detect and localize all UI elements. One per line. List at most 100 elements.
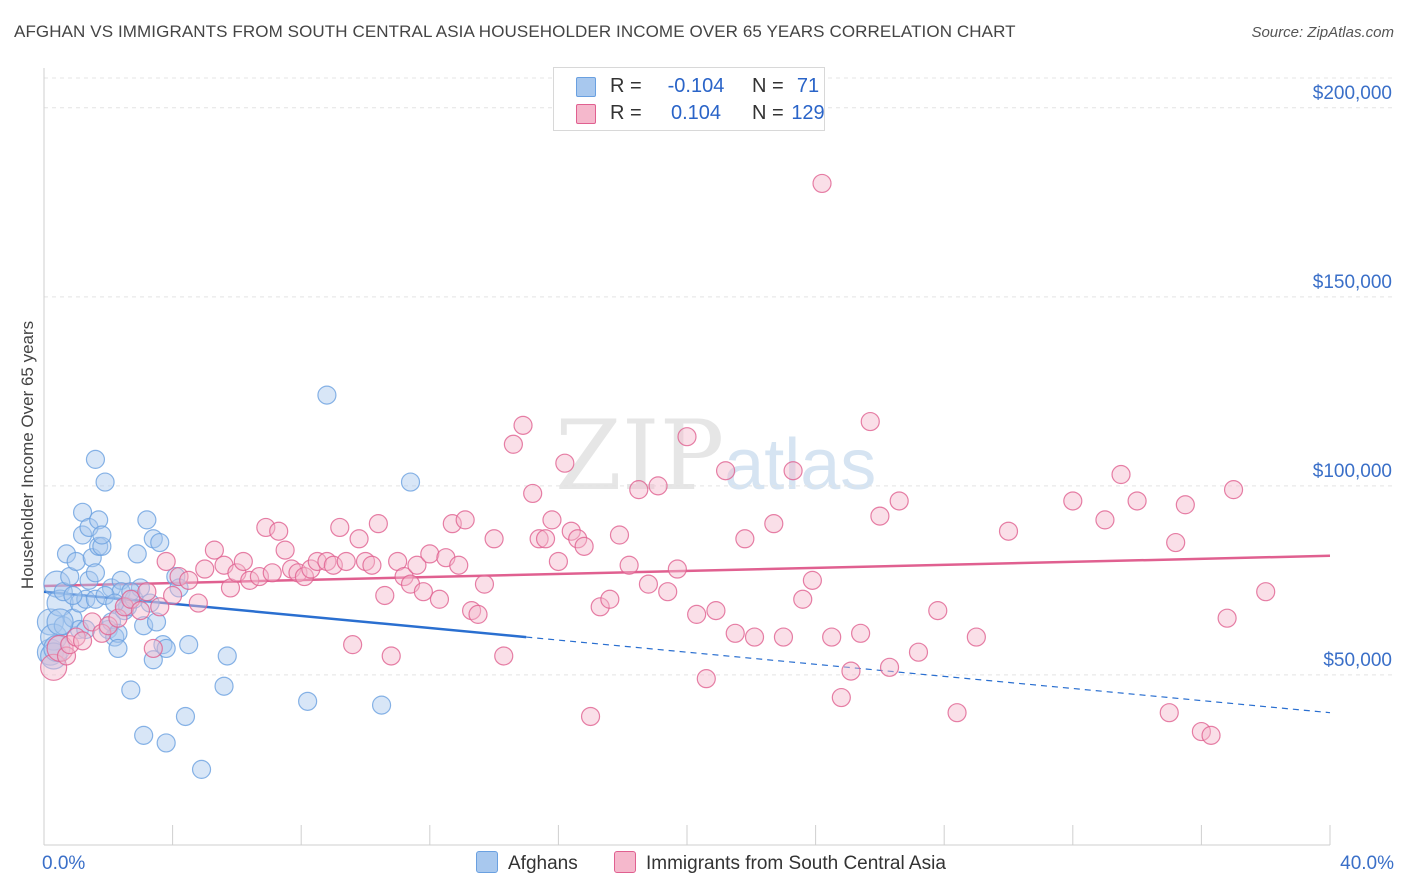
bottom-legend-afghans: Afghans (476, 851, 578, 875)
immigrant-point (860, 411, 880, 432)
afghan-point (153, 635, 173, 655)
immigrant-point (764, 514, 784, 534)
immigrant-point (494, 646, 514, 666)
y-tick-label: $200,000 (1313, 83, 1392, 104)
afghan-point (92, 525, 112, 545)
immigrant-point (368, 514, 388, 534)
afghan-point (72, 525, 93, 545)
legend-swatch-afghans (576, 77, 596, 97)
bottom-legend-immigrants: Immigrants from South Central Asia (614, 851, 946, 875)
legend-r-value: 0.104 (670, 102, 722, 124)
immigrant-point (735, 529, 755, 549)
immigrant-point (928, 601, 948, 621)
immigrant-point (474, 574, 495, 594)
immigrant-point (188, 593, 208, 613)
immigrant-point (442, 514, 462, 534)
immigrant-point (468, 604, 488, 624)
immigrant-point (658, 582, 678, 602)
immigrant-point (947, 703, 967, 723)
data-points (36, 173, 1276, 779)
immigrant-point (375, 585, 395, 606)
immigrant-point (1111, 464, 1131, 485)
watermark-zip: ZIP (555, 400, 725, 512)
immigrant-point (793, 589, 813, 609)
afghan-point (95, 585, 115, 606)
immigrant-point (262, 563, 282, 583)
immigrant-point (204, 540, 224, 560)
immigrant-point (1256, 582, 1276, 602)
afghan-point (105, 627, 125, 647)
immigrant-point (1217, 608, 1237, 628)
immigrant-point (330, 517, 350, 538)
afghan-point (156, 733, 176, 753)
immigrant-point (275, 540, 295, 560)
correlation-legend: R = -0.104 N = 71 R = 0.104 N = 129 (553, 67, 825, 131)
afghan-point (150, 532, 170, 553)
immigrant-point (130, 601, 151, 621)
immigrant-point (307, 551, 327, 572)
afghan-point (108, 638, 128, 659)
afghan-point (89, 510, 109, 530)
immigrant-point (108, 608, 128, 628)
immigrant-point (580, 706, 601, 727)
immigrant-point (542, 510, 562, 530)
immigrant-point (362, 555, 382, 575)
afghan-point (63, 585, 83, 606)
afghan-point (108, 623, 128, 643)
y-axis-label: Householder Income Over 65 years (18, 320, 37, 590)
immigrant-point (851, 623, 871, 643)
legend-n-label: N = (752, 102, 784, 124)
legend-n-value: 71 (796, 75, 820, 97)
afghan-point (105, 593, 125, 613)
afghan-point (143, 650, 163, 670)
legend-n-value: 129 (791, 102, 825, 124)
immigrant-point (1095, 510, 1115, 530)
immigrant-point (1127, 491, 1147, 511)
immigrant-point (249, 566, 270, 587)
immigrant-point (1063, 491, 1083, 511)
immigrant-point (256, 517, 276, 538)
afghan-point (92, 536, 112, 556)
immigrant-point (179, 570, 199, 590)
afghan-point (95, 472, 115, 492)
afghan-point (127, 544, 147, 564)
immigrant-point (1201, 725, 1221, 745)
immigrant-point (879, 657, 900, 677)
immigrant-point (150, 597, 170, 617)
immigrant-point (831, 687, 851, 708)
y-tick-label: $150,000 (1313, 272, 1392, 293)
immigrant-point (381, 646, 401, 666)
immigrant-point (56, 646, 77, 666)
source-label: Source: ZipAtlas.com (1251, 24, 1394, 41)
afghan-point (146, 612, 167, 632)
immigrant-point (137, 582, 157, 602)
immigrant-point (233, 551, 253, 572)
immigrant-point (744, 627, 765, 647)
afghan-point (179, 635, 199, 655)
bottom-legend-label-immigrants: Immigrants from South Central Asia (646, 853, 946, 874)
afghan-point (46, 589, 74, 617)
afghan-point (66, 551, 86, 572)
afghan-point (169, 578, 189, 598)
immigrant-point (72, 631, 93, 651)
afghan-trend-projection (526, 636, 1331, 714)
immigrant-point (619, 555, 639, 575)
immigrant-point (156, 551, 176, 572)
legend-n-label: N = (752, 75, 784, 97)
immigrant-point (1175, 495, 1195, 515)
immigrant-point (715, 461, 736, 481)
immigrant-point (269, 521, 289, 541)
afghan-point (137, 510, 157, 530)
afghan-point (191, 759, 212, 779)
immigrant-point (349, 529, 369, 549)
immigrant-point (343, 635, 363, 655)
afghan-point (317, 385, 337, 405)
afghan-point (56, 544, 77, 564)
afghan-trend-line (43, 590, 527, 639)
afghan-point (134, 616, 154, 636)
immigrant-point (706, 601, 726, 621)
immigrant-point (725, 623, 745, 643)
immigrant-point (629, 480, 649, 500)
immigrant-point (696, 669, 716, 689)
